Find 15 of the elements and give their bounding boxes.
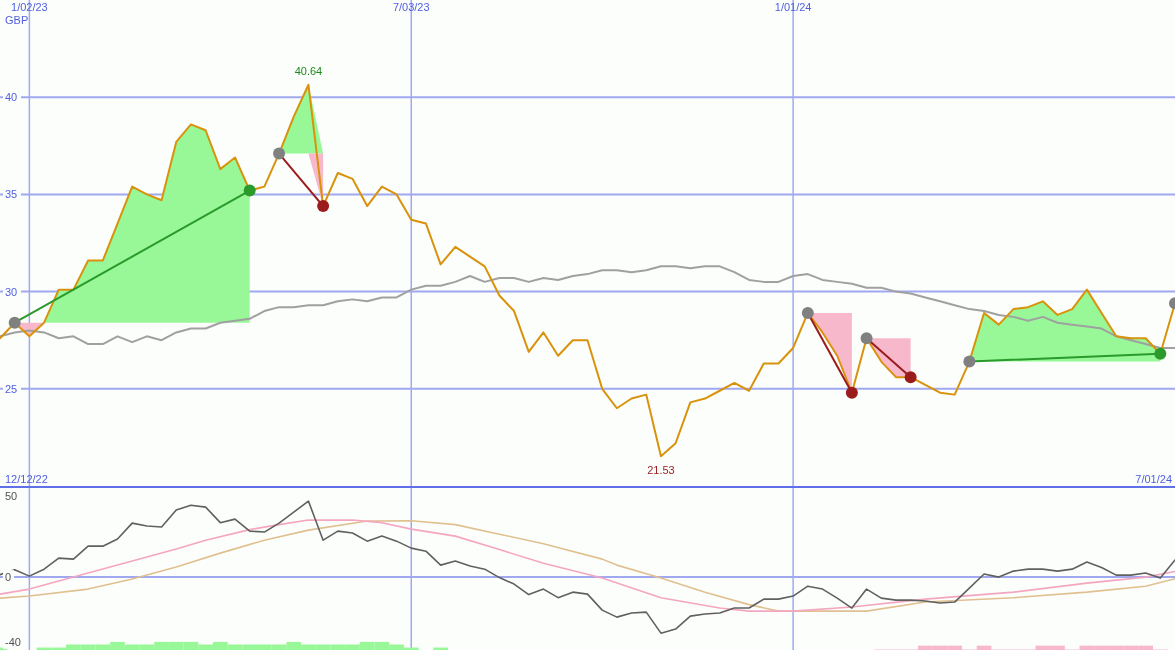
annotation: 12/12/22	[5, 473, 48, 485]
y-tick-label: -40	[5, 635, 21, 648]
y-tick-label: 35	[5, 188, 18, 201]
x-tick-label: 7/03/23	[392, 1, 430, 13]
x-tick-label: 1/01/24	[774, 1, 812, 13]
y-tick-label: 50	[5, 490, 18, 503]
y-tick-label: 0	[5, 571, 12, 584]
annotation: 7/01/24	[1135, 473, 1172, 485]
x-tick-label: 1/02/23	[11, 1, 48, 13]
y-tick-label: 25	[5, 382, 18, 395]
annotation: 40.64	[294, 64, 323, 77]
y-tick-label: 30	[5, 285, 18, 298]
y-axis-title: GBP	[5, 14, 29, 26]
annotation: 21.53	[647, 464, 675, 477]
y-tick-label: 40	[5, 91, 18, 104]
